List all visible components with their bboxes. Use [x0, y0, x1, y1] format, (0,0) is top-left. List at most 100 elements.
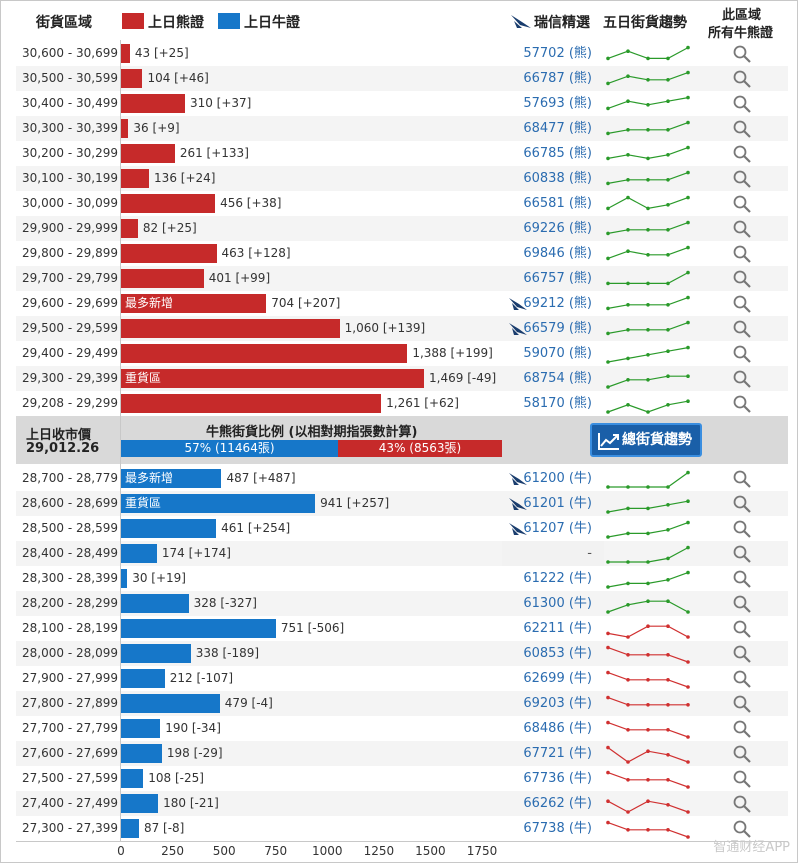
- warrant-code-link[interactable]: 66757 (熊): [523, 271, 592, 286]
- warrant-code-link[interactable]: 57693 (熊): [523, 96, 592, 111]
- search-icon[interactable]: [732, 94, 752, 114]
- bear-bar[interactable]: [121, 319, 340, 338]
- table-row: 28,000 - 28,099 338 [-189] 60853 (牛): [16, 641, 788, 666]
- bear-bar[interactable]: [121, 119, 129, 138]
- search-icon[interactable]: [732, 619, 752, 639]
- search-icon[interactable]: [732, 394, 752, 414]
- bull-bar[interactable]: [121, 619, 276, 638]
- warrant-code-link[interactable]: 61222 (牛): [523, 571, 592, 586]
- search-icon[interactable]: [732, 569, 752, 589]
- bull-bar[interactable]: [121, 769, 144, 788]
- search-icon[interactable]: [732, 769, 752, 789]
- search-icon[interactable]: [732, 694, 752, 714]
- bull-bar[interactable]: [121, 744, 162, 763]
- bear-bar[interactable]: [121, 244, 217, 263]
- warrant-code-link[interactable]: 58170 (熊): [523, 396, 592, 411]
- bear-bar[interactable]: [121, 169, 150, 188]
- warrant-code-link[interactable]: 66262 (牛): [523, 796, 592, 811]
- search-icon[interactable]: [732, 194, 752, 214]
- warrant-code-link[interactable]: 68754 (熊): [523, 371, 592, 386]
- search-icon[interactable]: [732, 519, 752, 539]
- warrant-code-link[interactable]: 66787 (熊): [523, 71, 592, 86]
- warrant-code-link[interactable]: 61300 (牛): [523, 596, 592, 611]
- search-icon[interactable]: [732, 69, 752, 89]
- search-icon[interactable]: [732, 644, 752, 664]
- bear-bar[interactable]: [121, 69, 143, 88]
- search-icon[interactable]: [732, 219, 752, 239]
- bear-bar[interactable]: [121, 269, 204, 288]
- search-icon[interactable]: [732, 744, 752, 764]
- search-icon[interactable]: [732, 244, 752, 264]
- sparkline-point: [626, 303, 630, 307]
- warrant-code-link[interactable]: 61207 (牛): [523, 521, 592, 536]
- warrant-code-link[interactable]: 67736 (牛): [523, 771, 592, 786]
- bull-bar[interactable]: [121, 644, 191, 663]
- sparkline-point: [646, 799, 650, 803]
- bear-bar[interactable]: [121, 219, 138, 238]
- warrant-code-link[interactable]: 57702 (熊): [523, 46, 592, 61]
- warrant-code-link[interactable]: 67721 (牛): [523, 746, 592, 761]
- bull-bar[interactable]: 最多新增: [121, 469, 222, 488]
- search-icon[interactable]: [732, 269, 752, 289]
- search-icon[interactable]: [732, 819, 752, 839]
- search-icon[interactable]: [732, 144, 752, 164]
- bear-bar[interactable]: [121, 94, 185, 113]
- search-icon[interactable]: [732, 469, 752, 489]
- search-icon[interactable]: [732, 669, 752, 689]
- bar-value-label: 1,261 [+62]: [386, 396, 459, 410]
- bull-bar[interactable]: [121, 819, 139, 838]
- bull-bar[interactable]: [121, 569, 128, 588]
- search-icon[interactable]: [732, 369, 752, 389]
- bull-bar[interactable]: 重貨區: [121, 494, 316, 513]
- warrant-code-link[interactable]: 69226 (熊): [523, 221, 592, 236]
- search-icon[interactable]: [732, 294, 752, 314]
- warrant-code-link[interactable]: 60853 (牛): [523, 646, 592, 661]
- warrant-code-link[interactable]: 61201 (牛): [523, 496, 592, 511]
- five-day-trend-sparkline: [606, 624, 690, 639]
- bull-bar[interactable]: [121, 669, 165, 688]
- warrant-code-link[interactable]: 69846 (熊): [523, 246, 592, 261]
- warrant-code-link[interactable]: 69203 (牛): [523, 696, 592, 711]
- warrant-code-link[interactable]: 67738 (牛): [523, 821, 592, 836]
- range-label: 29,500 - 29,599: [22, 321, 118, 335]
- warrant-code-link[interactable]: 66581 (熊): [523, 196, 592, 211]
- bear-bar[interactable]: [121, 344, 408, 363]
- search-icon[interactable]: [732, 119, 752, 139]
- search-icon-lens: [733, 270, 747, 284]
- bull-bar[interactable]: [121, 519, 217, 538]
- warrant-code-link[interactable]: 69212 (熊): [523, 296, 592, 311]
- warrant-code-link[interactable]: 66785 (熊): [523, 146, 592, 161]
- warrant-code-link[interactable]: 62699 (牛): [523, 671, 592, 686]
- bear-bar[interactable]: [121, 44, 130, 63]
- search-icon[interactable]: [732, 544, 752, 564]
- search-icon[interactable]: [732, 319, 752, 339]
- search-icon[interactable]: [732, 794, 752, 814]
- warrant-code-link[interactable]: 68486 (牛): [523, 721, 592, 736]
- bull-bar[interactable]: [121, 694, 220, 713]
- warrant-code-link[interactable]: 60838 (熊): [523, 171, 592, 186]
- search-icon[interactable]: [732, 594, 752, 614]
- bull-bar[interactable]: [121, 719, 161, 738]
- bull-bar[interactable]: [121, 794, 159, 813]
- bear-bar[interactable]: [121, 194, 216, 213]
- search-icon-handle: [743, 305, 751, 313]
- bear-bar[interactable]: 最多新增: [121, 294, 267, 313]
- bear-bar[interactable]: [121, 394, 382, 413]
- bull-bar[interactable]: [121, 594, 189, 613]
- sparkline-point: [606, 331, 610, 336]
- warrant-code-link[interactable]: 68477 (熊): [523, 121, 592, 136]
- warrant-code-link[interactable]: 62211 (牛): [523, 621, 592, 636]
- search-icon[interactable]: [732, 719, 752, 739]
- bear-bar[interactable]: 重貨區: [121, 369, 425, 388]
- issuer-logo-shape: [509, 498, 527, 510]
- warrant-code-link[interactable]: 59070 (熊): [523, 346, 592, 361]
- search-icon[interactable]: [732, 344, 752, 364]
- total-trend-button[interactable]: 總街貨趨勢: [590, 423, 702, 457]
- search-icon[interactable]: [732, 44, 752, 64]
- bear-bar[interactable]: [121, 144, 175, 163]
- search-icon[interactable]: [732, 169, 752, 189]
- search-icon[interactable]: [732, 494, 752, 514]
- bull-bar[interactable]: [121, 544, 157, 563]
- warrant-code-link[interactable]: 66579 (熊): [523, 321, 592, 336]
- warrant-code-link[interactable]: 61200 (牛): [523, 471, 592, 486]
